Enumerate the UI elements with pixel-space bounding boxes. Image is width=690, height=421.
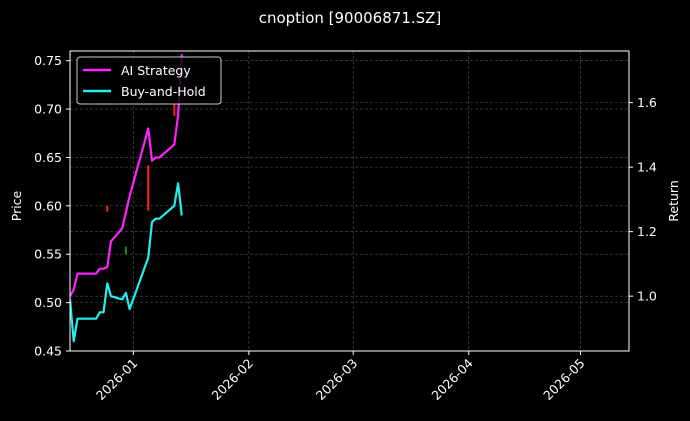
y-right-tick-label: 1.4	[637, 160, 657, 175]
plot-frame	[69, 50, 630, 352]
x-tick-label: 2026-02	[208, 356, 256, 404]
chart-title: cnoption [90006871.SZ]	[259, 9, 442, 27]
legend-box	[76, 56, 222, 105]
x-tick-label: 2026-05	[540, 356, 588, 404]
series-line-buy-and-hold	[70, 182, 183, 343]
y-axis-left: 0.45 0.50 0.55 0.60 0.65 0.70 0.75	[34, 53, 70, 359]
x-tick-label: 2026-04	[428, 355, 476, 403]
y-tick-label: 0.55	[34, 247, 62, 262]
series-line-ai-strategy	[70, 54, 183, 297]
y-tick-label: 0.75	[34, 53, 62, 68]
y-axis-right: 1.0 1.2 1.4 1.6	[629, 95, 657, 304]
x-tick-label: 2026-03	[313, 356, 361, 404]
x-tick-label: 2026-01	[93, 356, 141, 404]
y-tick-label: 0.50	[34, 295, 62, 310]
legend: AI Strategy Buy-and-Hold	[76, 56, 222, 105]
legend-label-ai-strategy: AI Strategy	[121, 63, 191, 78]
y-tick-label: 0.65	[34, 150, 62, 165]
legend-label-buy-and-hold: Buy-and-Hold	[121, 84, 206, 99]
trade-markers	[106, 104, 176, 255]
y-tick-label: 0.45	[34, 344, 62, 359]
y-right-tick-label: 1.0	[637, 289, 657, 304]
y-axis-left-label: Price	[9, 190, 24, 221]
y-tick-label: 0.70	[34, 102, 62, 117]
y-axis-right-label: Return	[666, 180, 681, 221]
x-axis: 2026-01 2026-02 2026-03 2026-04 2026-05	[93, 351, 588, 403]
y-right-tick-label: 1.2	[637, 224, 657, 239]
series-lines	[70, 54, 183, 343]
y-tick-label: 0.60	[34, 198, 62, 213]
y-right-tick-label: 1.6	[637, 95, 657, 110]
